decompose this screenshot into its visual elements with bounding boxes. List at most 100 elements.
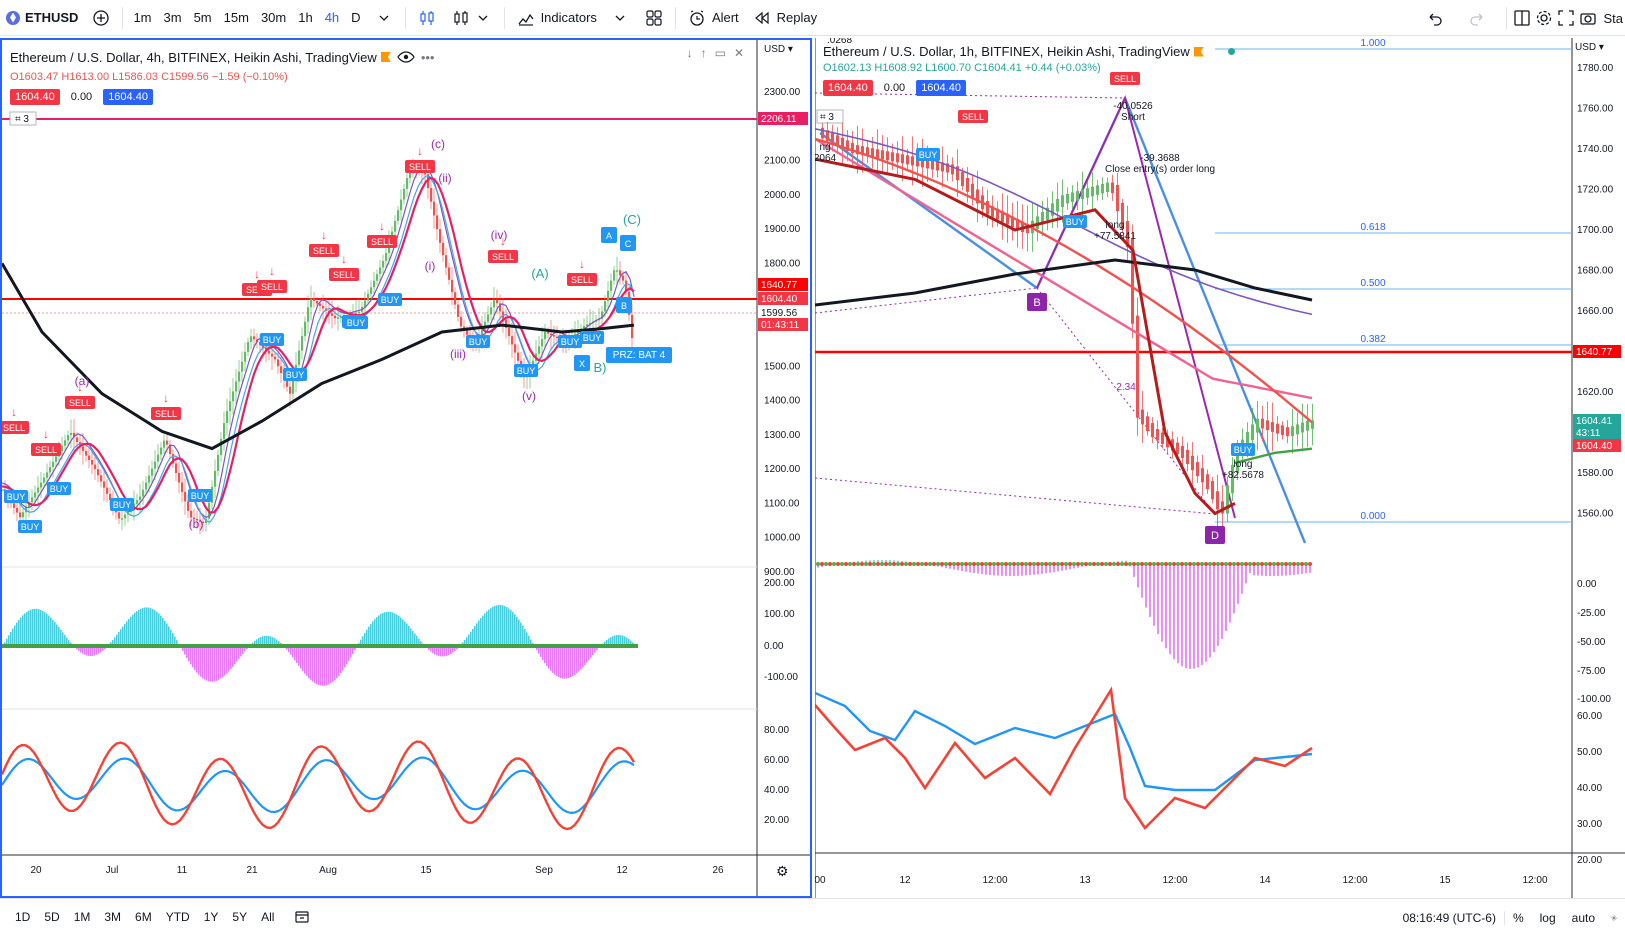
range-ytd[interactable]: YTD	[165, 910, 190, 924]
more-icon[interactable]: •••	[420, 49, 435, 65]
range-5d[interactable]: 5D	[44, 910, 60, 924]
range-1d[interactable]: 1D	[15, 910, 31, 924]
candle-body	[202, 521, 205, 524]
price-tick: 1300.00	[764, 430, 801, 441]
candle-body	[946, 163, 949, 173]
buy-signal-label: BUY	[469, 337, 488, 347]
rsi-tick: 30.00	[1577, 819, 1602, 830]
osc-bar	[256, 639, 258, 646]
sell-price-button[interactable]: 1604.40	[10, 89, 60, 105]
candle-body	[37, 487, 40, 493]
osc-bar	[366, 629, 368, 646]
harmonic-purple	[1036, 95, 1236, 519]
sell-arrow: ↓	[254, 267, 260, 281]
osc-dot	[1288, 562, 1292, 566]
annotation-close-entry: Close entry(s) order long	[1105, 164, 1215, 175]
settings-icon[interactable]	[1533, 7, 1555, 29]
osc-bar	[196, 646, 198, 673]
osc-dot	[1092, 562, 1096, 566]
layout-icon[interactable]	[1511, 7, 1533, 29]
osc-bar	[120, 629, 122, 646]
interval-30m[interactable]: 30m	[260, 10, 287, 25]
osc-bar	[332, 646, 334, 682]
candle-body	[433, 201, 436, 216]
osc-bar	[364, 632, 366, 646]
osc-bar	[298, 646, 300, 666]
fib-label: 0.382	[1360, 334, 1385, 345]
osc-dot	[1196, 562, 1200, 566]
flag-icon[interactable]	[380, 52, 391, 62]
osc-bar	[528, 635, 530, 646]
interval-D[interactable]: D	[351, 10, 361, 25]
indicators-button[interactable]: Indicators	[509, 0, 603, 36]
alert-button[interactable]: Alert	[680, 0, 745, 36]
log-toggle[interactable]: log	[1539, 910, 1556, 925]
left-chart-pane[interactable]: Ethereum / U.S. Dollar, 4h, BITFINEX, He…	[0, 38, 812, 898]
time-tick: 20	[30, 865, 42, 876]
candle-body	[97, 469, 100, 476]
osc-bar	[1261, 564, 1263, 576]
interval-5m[interactable]: 5m	[193, 10, 212, 25]
osc-bar	[232, 646, 234, 667]
sell-signal-badge	[309, 244, 339, 257]
camera-icon[interactable]	[1577, 7, 1599, 29]
redo-icon[interactable]	[1466, 7, 1488, 29]
flag-icon[interactable]	[1193, 46, 1204, 57]
right-chart-pane[interactable]: Ethereum / U.S. Dollar, 1h, BITFINEX, He…	[815, 38, 1625, 898]
undo-icon[interactable]	[1424, 7, 1446, 29]
osc-dot	[892, 562, 896, 566]
harmonic-label: X	[579, 359, 585, 369]
maximize-icon[interactable]: ▭	[714, 46, 726, 60]
range-5y[interactable]: 5Y	[232, 910, 248, 924]
compare-button[interactable]	[84, 0, 118, 36]
heikin-ashi-button[interactable]	[444, 0, 500, 36]
calendar-range-icon[interactable]	[291, 906, 313, 928]
buy-price-button[interactable]: 1604.40	[103, 89, 153, 105]
auto-toggle[interactable]: auto	[1571, 910, 1595, 925]
arrow-down-icon[interactable]: ↓	[686, 46, 693, 60]
interval-4h[interactable]: 4h	[324, 10, 340, 25]
range-1m[interactable]: 1M	[73, 910, 91, 924]
range-3m[interactable]: 3M	[104, 910, 122, 924]
range-1y[interactable]: 1Y	[203, 910, 219, 924]
bar-style-button[interactable]	[410, 0, 444, 36]
candle-body	[931, 160, 934, 170]
candle-body	[364, 300, 367, 308]
wave-label: (c)	[431, 137, 445, 151]
arrow-up-icon[interactable]: ↑	[700, 46, 707, 60]
sell-price-button[interactable]: 1604.40	[823, 80, 873, 96]
osc-tick: -75.00	[1577, 666, 1606, 677]
candle-body	[601, 311, 604, 319]
osc-bar	[568, 646, 570, 679]
candle-body	[866, 147, 869, 157]
buy-price-button[interactable]: 1604.40	[916, 80, 966, 96]
candle-body	[445, 255, 448, 268]
eye-icon[interactable]	[395, 46, 417, 68]
left-chart-canvas[interactable]: USD ▾ 2300.00 2100.00 2000.00 1900.00 1800.00…	[2, 40, 810, 896]
candle-body	[1231, 464, 1234, 494]
symbol-search[interactable]: ETHUSD	[0, 0, 84, 36]
range-all[interactable]: All	[261, 910, 275, 924]
replay-button[interactable]: Replay	[745, 0, 823, 36]
templates-button[interactable]	[637, 0, 671, 36]
right-chart-canvas[interactable]: USD ▾ 1780.00 1760.00 1740.00 1720.00 1700.00…	[815, 38, 1625, 898]
rsi-tick: 20.00	[764, 815, 789, 826]
settings-icon[interactable]	[1603, 907, 1625, 929]
indicators-dropdown[interactable]	[603, 0, 637, 36]
candle-body	[1101, 183, 1104, 194]
interval-dropdown[interactable]	[367, 0, 401, 36]
osc-dot	[992, 562, 996, 566]
interval-1m[interactable]: 1m	[133, 10, 152, 25]
time-tick: 15	[1439, 875, 1451, 886]
osc-dot	[1232, 562, 1236, 566]
close-icon[interactable]: ✕	[733, 46, 744, 60]
osc-bar	[262, 636, 264, 646]
start-label[interactable]: Sta	[1603, 10, 1623, 26]
fullscreen-icon[interactable]	[1555, 7, 1577, 29]
interval-3m[interactable]: 3m	[163, 10, 182, 25]
clock-label[interactable]: 08:16:49 (UTC-6)	[1402, 910, 1496, 925]
percent-toggle[interactable]: %	[1503, 910, 1532, 925]
interval-15m[interactable]: 15m	[223, 10, 249, 25]
interval-1h[interactable]: 1h	[298, 10, 313, 25]
range-6m[interactable]: 6M	[135, 910, 152, 924]
